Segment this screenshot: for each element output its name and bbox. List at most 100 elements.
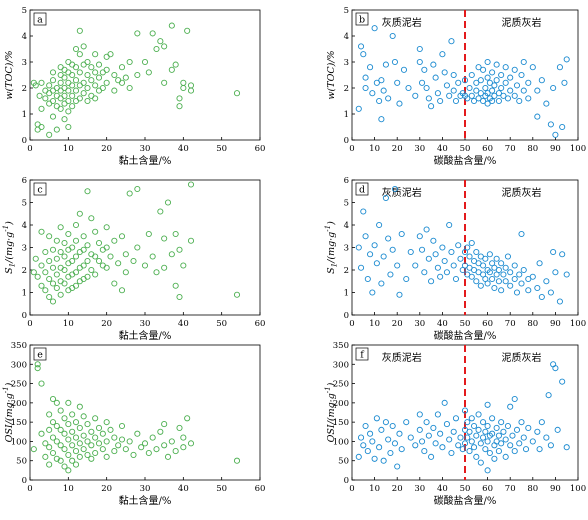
data-point xyxy=(525,287,532,294)
data-point xyxy=(92,95,99,102)
data-point xyxy=(403,275,410,283)
data-point xyxy=(111,71,118,79)
data-point xyxy=(53,237,60,244)
x-tick-label: 50 xyxy=(460,144,471,154)
data-point xyxy=(80,446,87,453)
data-point xyxy=(69,442,76,449)
data-point xyxy=(357,43,365,50)
data-point xyxy=(172,448,179,455)
data-point xyxy=(72,64,80,71)
panel-label-box xyxy=(33,182,47,196)
data-point xyxy=(80,246,87,253)
data-point xyxy=(88,442,95,449)
y-axis-title: OSI/(mg·g-1) xyxy=(324,382,337,442)
data-point xyxy=(452,97,460,105)
data-point xyxy=(416,411,423,418)
data-point xyxy=(92,271,99,278)
data-point xyxy=(439,244,446,251)
data-point xyxy=(473,248,480,256)
data-point xyxy=(367,251,374,258)
data-point xyxy=(428,453,435,460)
data-point xyxy=(559,123,566,131)
data-point xyxy=(145,230,152,238)
data-point xyxy=(61,266,68,274)
x-tick-label: 30 xyxy=(140,484,151,494)
panel-label-box xyxy=(355,12,369,26)
data-point xyxy=(95,424,103,431)
data-point xyxy=(470,444,478,451)
data-point xyxy=(176,95,183,102)
data-point xyxy=(457,434,464,441)
y-tick-label: 2 xyxy=(344,266,349,276)
data-point xyxy=(76,27,83,34)
data-point xyxy=(65,421,72,428)
data-point xyxy=(61,239,68,247)
y-tick-label: 4 xyxy=(22,32,27,42)
data-point xyxy=(498,71,505,79)
data-point xyxy=(95,74,103,81)
data-point xyxy=(552,131,559,138)
data-point xyxy=(42,95,49,102)
x-tick-label: 50 xyxy=(216,484,227,494)
panel-label-box xyxy=(33,12,47,26)
data-point xyxy=(92,415,99,422)
data-point xyxy=(80,413,87,420)
x-axis-title: 黏土含量/% xyxy=(119,154,172,167)
data-point xyxy=(122,74,129,81)
data-point xyxy=(373,415,380,422)
data-point xyxy=(441,399,448,406)
data-point xyxy=(543,278,550,285)
data-point xyxy=(491,284,498,292)
data-point xyxy=(103,224,110,231)
data-point xyxy=(118,436,126,443)
data-point xyxy=(46,233,53,240)
data-point xyxy=(76,95,83,102)
data-point xyxy=(360,51,367,58)
data-point xyxy=(362,74,369,81)
x-tick-label: 60 xyxy=(255,144,266,154)
data-point xyxy=(95,239,103,247)
y-tick-label: 3 xyxy=(344,244,349,254)
data-point xyxy=(69,457,76,464)
data-point xyxy=(516,271,523,278)
data-point xyxy=(385,235,392,242)
y-tick-label: 200 xyxy=(333,399,349,409)
data-point xyxy=(92,82,99,89)
data-point xyxy=(502,436,509,443)
data-point xyxy=(428,278,435,285)
data-point xyxy=(441,257,448,265)
x-tick-label: 90 xyxy=(550,319,561,329)
data-point xyxy=(49,264,57,271)
data-point xyxy=(38,105,45,112)
data-point xyxy=(49,395,57,403)
data-point xyxy=(385,95,392,102)
data-point xyxy=(475,64,482,71)
data-point xyxy=(534,113,541,120)
data-point xyxy=(475,426,482,433)
x-tick-label: 0 xyxy=(27,319,32,329)
data-point xyxy=(495,266,502,274)
data-point xyxy=(489,430,496,437)
data-point xyxy=(49,246,57,253)
data-point xyxy=(480,97,487,105)
data-point xyxy=(80,233,87,240)
y-tick-label: 4 xyxy=(22,221,27,231)
data-point xyxy=(518,280,525,287)
panel-d: 0 10 20 30 40 50 60 70 80 90 100 0 1 2 3 4 5 6 碳酸盐含量/% S1/(… xyxy=(324,176,586,342)
data-point xyxy=(107,426,114,433)
data-point xyxy=(367,430,374,437)
data-point xyxy=(473,87,480,94)
data-point xyxy=(547,442,554,449)
data-point xyxy=(88,428,95,435)
data-point xyxy=(69,71,76,79)
data-point xyxy=(57,224,64,231)
x-tick-label: 10 xyxy=(369,484,380,494)
data-point xyxy=(382,194,389,202)
data-point xyxy=(118,422,126,430)
y-tick-label: 100 xyxy=(11,437,27,447)
data-point xyxy=(111,280,118,287)
data-point xyxy=(69,257,76,265)
data-point xyxy=(38,380,45,387)
data-point xyxy=(371,455,378,462)
data-point xyxy=(491,455,498,462)
